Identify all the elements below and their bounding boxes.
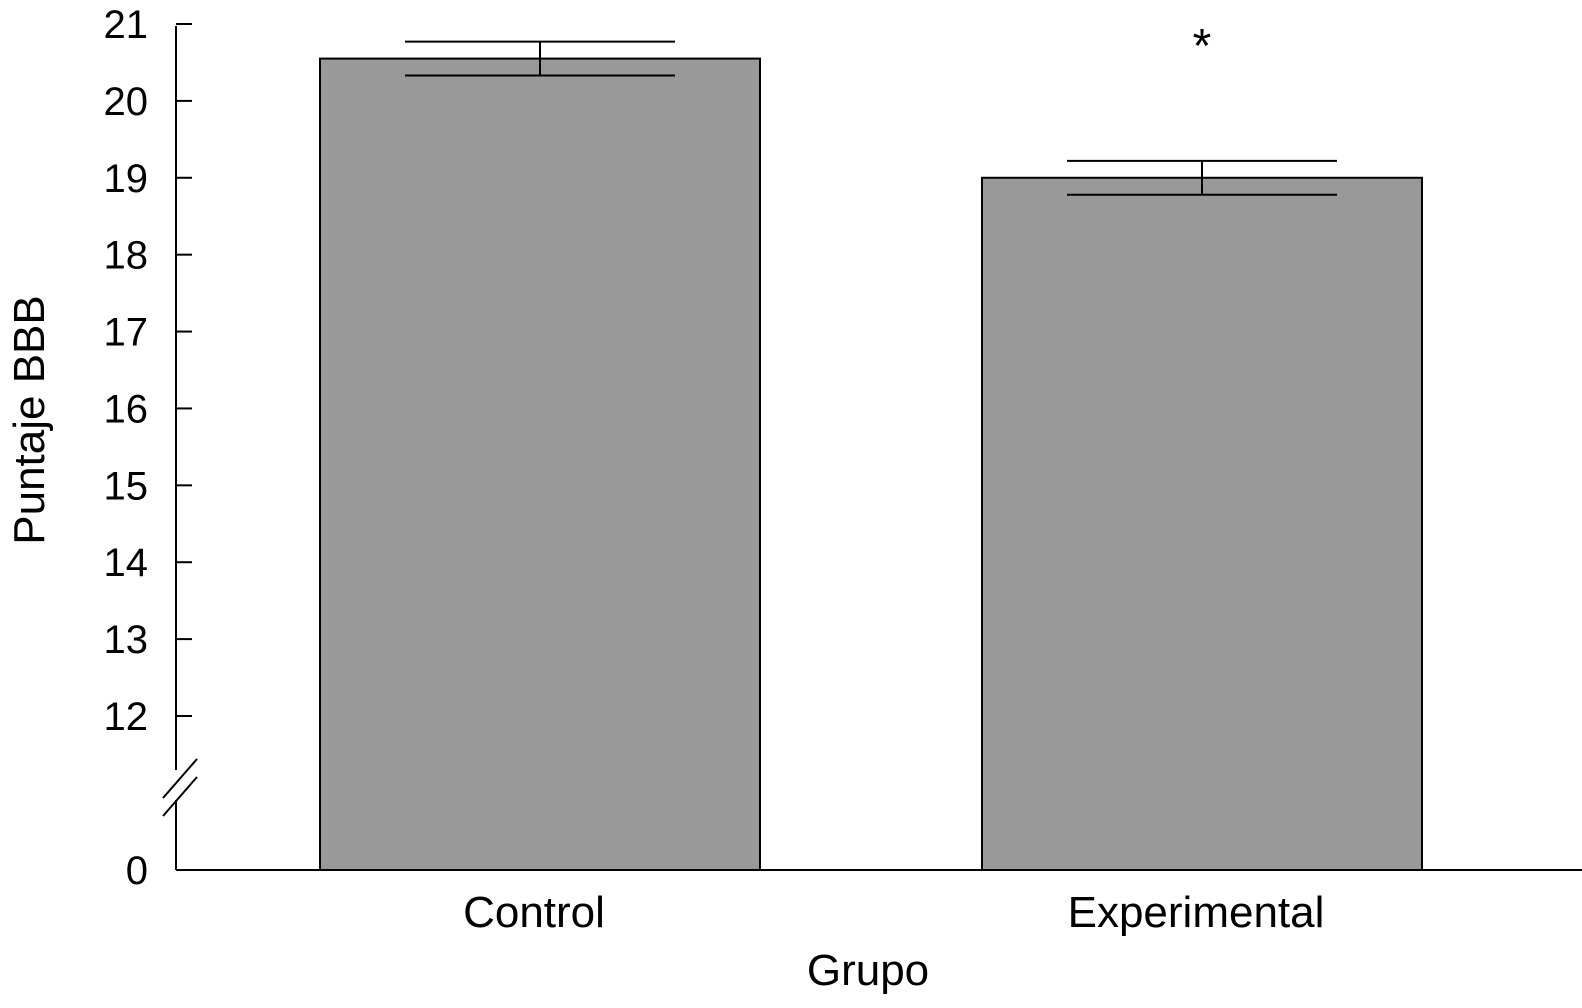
error-bars-layer (405, 40, 1337, 196)
annotations-layer: * (1193, 20, 1212, 73)
y-tick-label-19: 19 (104, 157, 149, 201)
y-tick-label-16: 16 (104, 387, 149, 431)
y-tick-label-20: 20 (104, 80, 149, 124)
y-tick-label-15: 15 (104, 464, 149, 508)
x-axis-title: Grupo (807, 946, 929, 995)
category-label-experimental: Experimental (1068, 888, 1325, 937)
significance-marker: * (1193, 20, 1212, 73)
bars-layer (319, 57, 1423, 872)
error-bar-experimental (1067, 159, 1337, 196)
category-labels-layer: Control Experimental (463, 888, 1324, 937)
y-tick-label-21: 21 (104, 3, 149, 47)
y-tick-label-17: 17 (104, 311, 149, 355)
bar-experimental (981, 176, 1423, 871)
y-tick-label-13: 13 (104, 618, 149, 662)
category-label-control: Control (463, 888, 605, 937)
y-ticks-layer: 0 12 13 14 15 16 17 18 19 20 21 (104, 3, 192, 893)
y-tick-label-12: 12 (104, 695, 149, 739)
bar-control (319, 57, 761, 872)
axes-layer (160, 26, 1582, 871)
error-bar-control (405, 40, 675, 77)
y-tick-label-14: 14 (104, 541, 149, 585)
y-tick-label-18: 18 (104, 234, 149, 278)
y-axis-title: Puntaje BBB (5, 295, 54, 545)
axis-break-marker (160, 758, 200, 817)
y-tick-label-0: 0 (126, 849, 148, 893)
